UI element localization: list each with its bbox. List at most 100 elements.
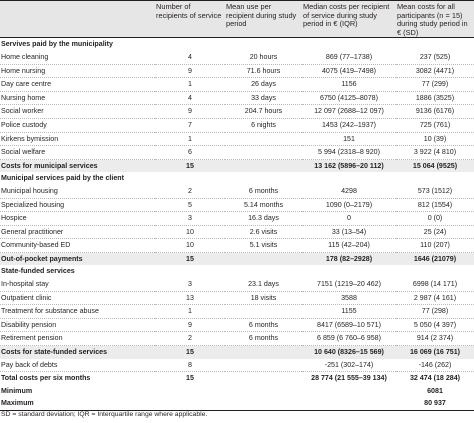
row-label-cell: Police custody: [0, 118, 155, 133]
value-cell: 8: [155, 358, 225, 373]
header-row: Number of recipients of service Mean use…: [0, 0, 474, 39]
table-row: Outpatient clinic 13 18 visits 3588 2 987 (4…: [0, 291, 474, 306]
row-label-cell: Retirement pension: [0, 331, 155, 347]
table-row: Social worker 9 204.7 hours 12 097 (2688–12…: [0, 104, 474, 119]
value-cell: 1155: [302, 304, 396, 319]
value-cell: [302, 385, 396, 398]
table-row: Home nursing 9 71.6 hours 4075 (419–7498) 30…: [0, 64, 474, 79]
value-cell: [302, 38, 396, 51]
value-cell: 1: [155, 77, 225, 92]
value-cell: 151: [302, 132, 396, 147]
value-cell: 1090 (0–2179): [302, 198, 396, 213]
row-label-cell: Pay back of debts: [0, 358, 155, 373]
value-cell: 12 097 (2688–12 097): [302, 104, 396, 119]
value-cell: 77 (298): [396, 304, 474, 319]
table-header: Number of recipients of service Mean use…: [0, 0, 474, 39]
table-row: Day care centre 1 26 days 1156 77 (299): [0, 77, 474, 92]
value-cell: [396, 38, 474, 51]
value-cell: 1646 (21079): [396, 252, 474, 266]
header-cell-mean-use: Mean use per recipient during study peri…: [225, 0, 302, 39]
value-cell: 204.7 hours: [225, 104, 302, 119]
value-cell: [225, 252, 302, 266]
table-row: Specialized housing 5 5.14 months 1090 (0–2…: [0, 198, 474, 213]
summary-row: Total costs per six months 15 28 774 (21 5…: [0, 372, 474, 385]
value-cell: 77 (299): [396, 77, 474, 92]
table-row: General practitioner 10 2.6 visits 33 (13–5…: [0, 225, 474, 240]
table-row: Disability pension 9 6 months 8417 (6589–10…: [0, 318, 474, 333]
value-cell: -146 (262): [396, 358, 474, 373]
value-cell: 3082 (4471): [396, 64, 474, 79]
value-cell: 2: [155, 331, 225, 347]
header-cell-mean-costs: Mean costs for all participants (n = 15)…: [396, 0, 474, 39]
value-cell: 33 days: [225, 91, 302, 106]
value-cell: 10: [155, 238, 225, 253]
value-cell: 9136 (6176): [396, 104, 474, 119]
row-label-cell: Home nursing: [0, 64, 155, 79]
row-label-cell: General practitioner: [0, 225, 155, 240]
value-cell: [225, 372, 302, 385]
header-cell-recipients: Number of recipients of service: [155, 0, 225, 39]
header-cell-service: [0, 0, 155, 39]
value-cell: 7151 (1219–20 462): [302, 278, 396, 292]
value-cell: 80 937: [396, 397, 474, 412]
value-cell: [225, 358, 302, 373]
row-label-cell: Costs for municipal services: [0, 159, 155, 173]
value-cell: 10 640 (8326–15 569): [302, 345, 396, 359]
row-label-cell: Costs for state-funded services: [0, 345, 155, 359]
value-cell: 6 nights: [225, 118, 302, 133]
row-label-cell: Community-based ED: [0, 238, 155, 253]
row-label-cell: Treatment for substance abuse: [0, 304, 155, 319]
value-cell: 3: [155, 278, 225, 292]
value-cell: 869 (77–1738): [302, 50, 396, 65]
table-body: Servives paid by the municipality Home cl…: [0, 38, 474, 412]
value-cell: 2 987 (4 161): [396, 291, 474, 306]
value-cell: 1453 (242–1937): [302, 118, 396, 133]
table-row: Hospice 3 16.3 days 0 0 (0): [0, 211, 474, 226]
value-cell: 4075 (419–7498): [302, 64, 396, 79]
value-cell: [155, 397, 225, 412]
value-cell: 71.6 hours: [225, 64, 302, 79]
value-cell: 5.14 months: [225, 198, 302, 213]
summary-row: Maximum 80 937: [0, 397, 474, 412]
value-cell: 26 days: [225, 77, 302, 92]
value-cell: [225, 172, 302, 185]
value-cell: 6 months: [225, 318, 302, 333]
value-cell: [225, 38, 302, 51]
table-row: Retirement pension 2 6 months 6 859 (6 760–…: [0, 331, 474, 347]
value-cell: 914 (2 374): [396, 331, 474, 347]
value-cell: 812 (1554): [396, 198, 474, 213]
value-cell: [302, 172, 396, 185]
value-cell: [225, 145, 302, 160]
row-label-cell: Outpatient clinic: [0, 291, 155, 306]
value-cell: 5 050 (4 397): [396, 318, 474, 333]
value-cell: [302, 265, 396, 278]
value-cell: 18 visits: [225, 291, 302, 306]
row-label-cell: Home cleaning: [0, 50, 155, 65]
row-label-cell: Disability pension: [0, 318, 155, 333]
value-cell: 13 162 (5896–20 112): [302, 159, 396, 173]
value-cell: 9: [155, 104, 225, 119]
value-cell: 32 474 (18 284): [409, 374, 461, 383]
table-row: Nursing home 4 33 days 6750 (4125–8078) 1886…: [0, 91, 474, 106]
table-row: Community-based ED 10 5.1 visits 115 (42–20…: [0, 238, 474, 253]
value-cell: 3 922 (4 810): [396, 145, 474, 160]
value-cell: [225, 385, 302, 398]
row-label-cell: Out-of-pocket payments: [0, 252, 155, 266]
value-cell: [155, 38, 225, 51]
value-cell: 6 859 (6 760–6 958): [302, 331, 396, 347]
section-header-row: State-funded services: [0, 265, 474, 278]
value-cell: 6750 (4125–8078): [302, 91, 396, 106]
row-label-cell: Total costs per six months: [1, 374, 91, 383]
table-row: Treatment for substance abuse 1 1155 77 (29…: [0, 304, 474, 319]
row-label-cell: Maximum: [0, 397, 155, 412]
value-cell: [155, 265, 225, 278]
table-row: In-hospital stay 3 23.1 days 7151 (1219–20 …: [0, 278, 474, 292]
cost-table: Number of recipients of service Mean use…: [0, 0, 474, 412]
value-cell: 6: [155, 145, 225, 160]
value-cell: [225, 345, 302, 359]
value-cell: 13: [155, 291, 225, 306]
value-cell: 15: [155, 159, 225, 173]
table-row: Social welfare 6 5 994 (2318–8 920) 3 922 (…: [0, 145, 474, 160]
value-cell: 725 (761): [396, 118, 474, 133]
value-cell: 15: [155, 252, 225, 266]
